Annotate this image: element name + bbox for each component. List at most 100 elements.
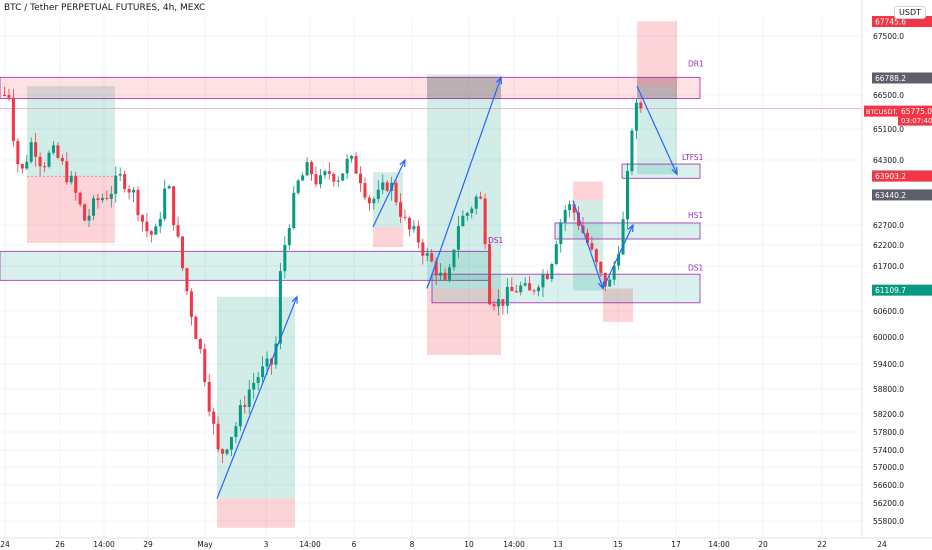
candle-body [456, 226, 460, 250]
current-price-label: 65775.0 [901, 107, 932, 116]
candle-body [434, 261, 438, 276]
candle-body [47, 152, 51, 167]
arrow-head [495, 75, 503, 85]
time-tick-label: 14:00 [503, 540, 525, 549]
candle-body [568, 204, 572, 211]
arrow-head [291, 295, 298, 304]
candle-body [381, 182, 385, 190]
candle-body [359, 173, 362, 184]
candle-body [488, 244, 492, 305]
candle-body [452, 249, 456, 268]
candle-body [78, 192, 82, 205]
candle-body [385, 182, 389, 191]
time-tick-label: 10 [464, 540, 474, 549]
price-axis-bg [862, 0, 932, 550]
price-tick-label: 57800.0 [873, 428, 904, 437]
candle-body [172, 186, 176, 226]
zone-label: DS1 [488, 236, 504, 245]
candle-body [176, 225, 180, 237]
candle-body [56, 145, 60, 158]
candle-body [448, 267, 451, 280]
long-position-stop [603, 288, 633, 322]
price-tick-label: 57400.0 [873, 446, 904, 455]
candle-body [327, 171, 331, 174]
long-position-stop [27, 176, 115, 243]
candle-body [523, 283, 527, 286]
candle-body [261, 366, 265, 378]
price-tick-label: 60600.0 [873, 307, 904, 316]
arrow-head [627, 223, 634, 233]
price-tick-label: 65100.0 [873, 125, 904, 134]
candle-body [167, 186, 171, 189]
candle-body [247, 389, 251, 407]
candle-body [51, 145, 55, 153]
candle-body [465, 213, 469, 216]
candle-body [212, 411, 216, 424]
candle-body [412, 226, 416, 230]
time-tick-label: 14:00 [708, 540, 730, 549]
candle-body [216, 423, 220, 450]
time-tick-label: 13 [553, 540, 563, 549]
candle-body [305, 162, 309, 176]
candle-body [194, 316, 198, 339]
candle-body [554, 244, 558, 264]
candle-body [149, 231, 153, 235]
trend-arrow [636, 85, 678, 175]
candle-body [354, 155, 358, 174]
time-tick-label: 6 [352, 540, 357, 549]
candle-body [158, 218, 162, 227]
candle-body [225, 449, 229, 454]
candle-body [363, 183, 367, 198]
current-price-badge [898, 105, 932, 126]
candle-body [43, 166, 47, 168]
candle-body [283, 245, 287, 272]
price-tick-label: 64300.0 [873, 156, 904, 165]
candle-body [274, 343, 278, 365]
candle-body [118, 174, 122, 176]
time-tick-label: 20 [758, 540, 768, 549]
candle-body [238, 405, 242, 427]
candle-body [399, 202, 403, 217]
time-tick-label: 15 [613, 540, 623, 549]
chart-title: BTC / Tether PERPETUAL FUTURES, 4h, MEXC [4, 3, 206, 13]
candle-body [626, 171, 629, 220]
candle-body [265, 358, 269, 367]
time-tick-label: 22 [817, 540, 827, 549]
candle-body [189, 291, 193, 317]
candle-body [483, 198, 487, 245]
candle-body [185, 268, 189, 292]
zone-ltfs1 [621, 163, 701, 179]
candle-body [278, 271, 282, 344]
candle-body [461, 215, 465, 227]
candle-body [528, 283, 532, 291]
candle-body [7, 95, 11, 98]
candle-body [332, 173, 336, 182]
long-position-stop [373, 227, 403, 248]
candle-body [545, 274, 549, 280]
candle-body [234, 426, 238, 438]
symbol-badge-label: BTCUSDT.P [866, 108, 902, 116]
short-position-stop [573, 181, 603, 201]
candle-body [69, 175, 73, 183]
currency-selector[interactable]: USDT [894, 6, 926, 19]
candle-body [376, 189, 380, 199]
trend-arrow [216, 296, 298, 499]
candle-body [341, 173, 345, 181]
candle-body [3, 95, 6, 96]
time-tick-label: 26 [55, 540, 65, 549]
candle-body [92, 198, 95, 216]
candle-body [470, 208, 474, 214]
candle-body [492, 304, 496, 307]
candle-body [287, 228, 291, 246]
candle-body [132, 189, 136, 193]
zone-dr1 [0, 76, 701, 100]
zone-ds1-right [431, 273, 701, 304]
candle-body [296, 180, 300, 193]
price-tick-label: 56200.0 [873, 499, 904, 508]
price-badge [872, 72, 932, 84]
candle-body [323, 171, 327, 176]
price-badge-label: 63440.2 [875, 191, 906, 200]
time-tick-label: 8 [410, 540, 415, 549]
price-badge [872, 16, 932, 28]
